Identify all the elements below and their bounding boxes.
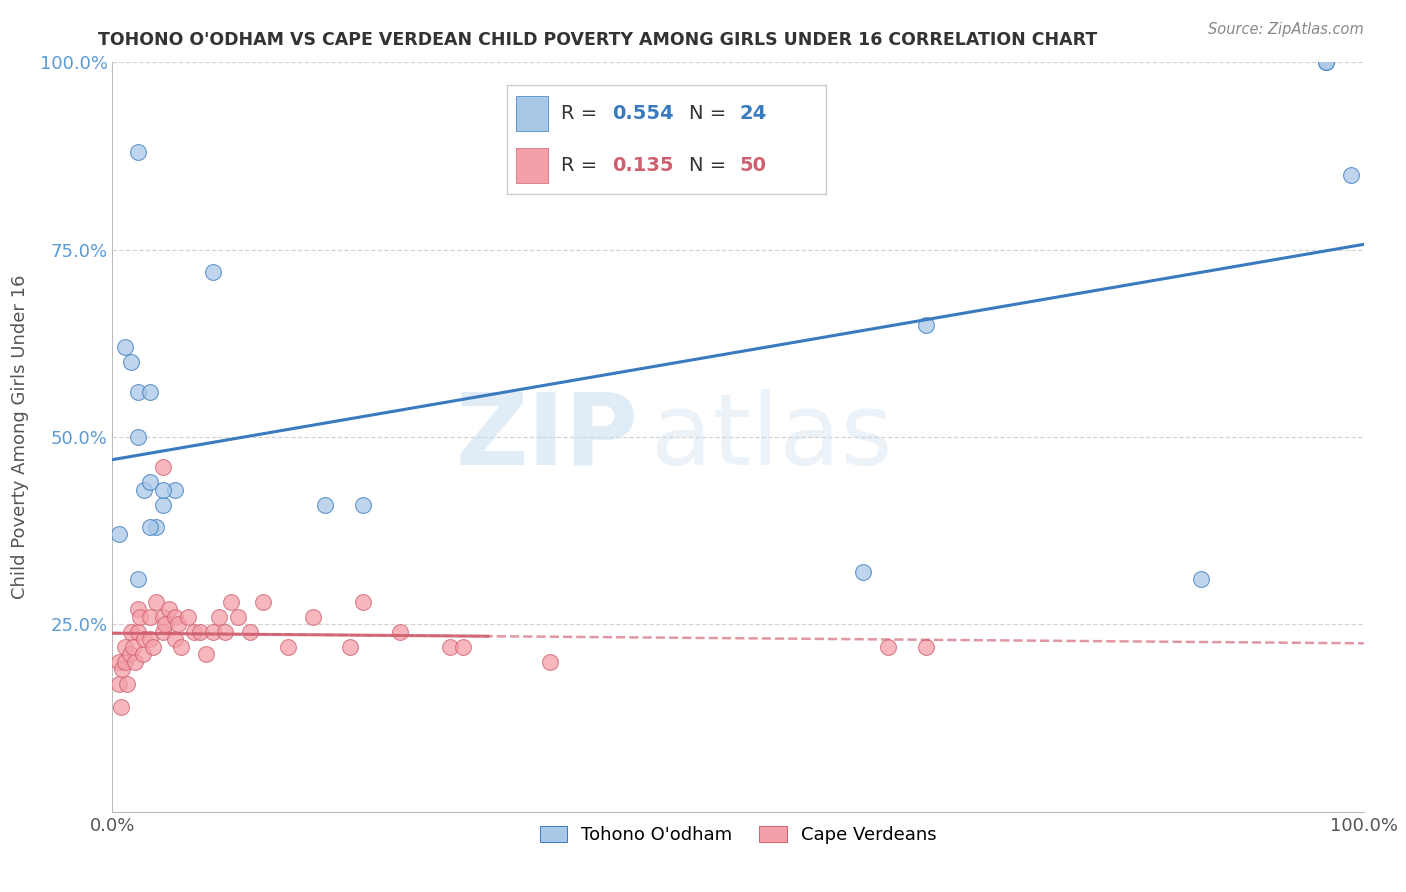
Point [352, 595, 374, 609]
Point [118, 648, 141, 662]
Point [208, 610, 231, 624]
Point [153, 617, 176, 632]
Point [139, 385, 162, 400]
Point [157, 602, 180, 616]
Point [114, 340, 136, 354]
Point [139, 520, 162, 534]
Point [139, 610, 162, 624]
Point [252, 595, 274, 609]
Point [145, 520, 167, 534]
Text: TOHONO O'ODHAM VS CAPE VERDEAN CHILD POVERTY AMONG GIRLS UNDER 16 CORRELATION CH: TOHONO O'ODHAM VS CAPE VERDEAN CHILD POV… [98, 31, 1098, 49]
Point [111, 662, 134, 676]
Point [110, 699, 132, 714]
Point [139, 475, 162, 489]
Text: Source: ZipAtlas.com: Source: ZipAtlas.com [1208, 22, 1364, 37]
Point [201, 624, 224, 639]
Y-axis label: Child Poverty Among Girls Under 16: Child Poverty Among Girls Under 16 [10, 275, 28, 599]
Point [132, 483, 155, 497]
Point [145, 595, 167, 609]
Point [877, 640, 900, 654]
Point [201, 265, 224, 279]
Point [152, 610, 174, 624]
Point [120, 624, 142, 639]
Point [339, 640, 361, 654]
Point [127, 573, 149, 587]
Point [1315, 55, 1337, 70]
Point [107, 655, 129, 669]
Point [183, 624, 205, 639]
Point [163, 632, 186, 647]
Point [120, 355, 142, 369]
Point [114, 640, 136, 654]
Point [127, 602, 149, 616]
Point [170, 640, 193, 654]
Point [352, 498, 374, 512]
Text: ZIP: ZIP [456, 389, 638, 485]
Point [127, 430, 149, 444]
Point [152, 460, 174, 475]
Text: atlas: atlas [651, 389, 893, 485]
Point [1189, 573, 1212, 587]
Point [152, 483, 174, 497]
Point [277, 640, 299, 654]
Point [163, 483, 186, 497]
Point [214, 624, 236, 639]
Point [132, 632, 155, 647]
Point [131, 648, 153, 662]
Point [176, 610, 198, 624]
Point [915, 640, 938, 654]
Point [152, 624, 174, 639]
Point [301, 610, 323, 624]
Point [389, 624, 412, 639]
Point [239, 624, 262, 639]
Point [852, 565, 875, 579]
Point [114, 655, 136, 669]
Point [163, 610, 186, 624]
Point [314, 498, 336, 512]
Point [226, 610, 249, 624]
Point [141, 640, 163, 654]
Point [221, 595, 243, 609]
Point [124, 655, 146, 669]
Point [127, 624, 149, 639]
Point [451, 640, 474, 654]
Point [117, 677, 139, 691]
Point [439, 640, 461, 654]
Point [166, 617, 188, 632]
Point [127, 145, 149, 160]
Point [915, 318, 938, 332]
Legend: Tohono O'odham, Cape Verdeans: Tohono O'odham, Cape Verdeans [533, 819, 943, 851]
Point [195, 648, 218, 662]
Point [121, 640, 143, 654]
Point [1315, 55, 1337, 70]
Point [127, 385, 149, 400]
Point [1340, 168, 1362, 182]
Point [107, 677, 129, 691]
Point [188, 624, 211, 639]
Point [152, 498, 174, 512]
Point [139, 632, 162, 647]
Point [107, 527, 129, 541]
Point [538, 655, 561, 669]
Point [129, 610, 152, 624]
